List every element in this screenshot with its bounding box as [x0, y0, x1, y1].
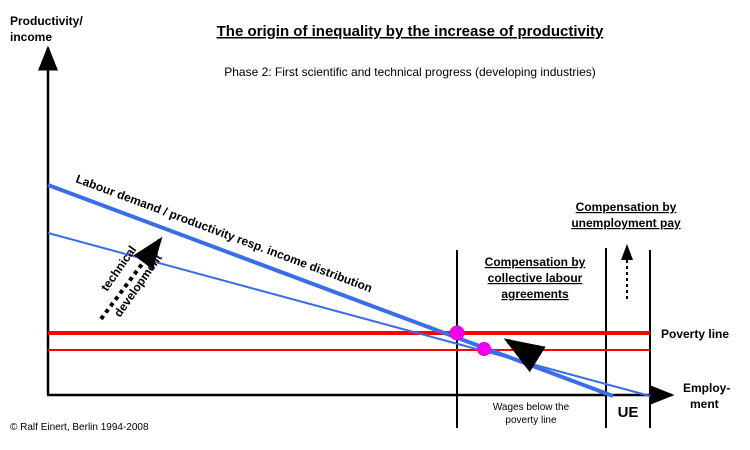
wages-label-1: Wages below the: [493, 402, 570, 413]
collective-label-3: agreements: [501, 287, 569, 301]
copyright: © Ralf Einert, Berlin 1994-2008: [10, 422, 149, 433]
y-axis-label-1: Productivity/: [10, 14, 83, 28]
x-axis-label-2: ment: [690, 397, 719, 411]
title: The origin of inequality by the increase…: [217, 23, 604, 40]
poverty-line-label: Poverty line: [661, 327, 729, 341]
x-axis-label-1: Employ-: [683, 381, 730, 395]
ue-label: UE: [618, 404, 639, 421]
collective-label-2: collective labour: [488, 271, 583, 285]
subtitle: Phase 2: First scientific and technical …: [224, 65, 596, 79]
y-axis-label-2: income: [10, 30, 52, 44]
technical-development-arrow: [99, 236, 163, 321]
wages-label-2: poverty line: [505, 415, 557, 426]
intersection-point-1: [449, 325, 465, 341]
collective-label-1: Compensation by: [485, 255, 586, 269]
unemployment-label-1: Compensation by: [576, 200, 677, 214]
intersection-point-2: [477, 342, 491, 356]
unemployment-label-2: unemployment pay: [571, 216, 681, 230]
